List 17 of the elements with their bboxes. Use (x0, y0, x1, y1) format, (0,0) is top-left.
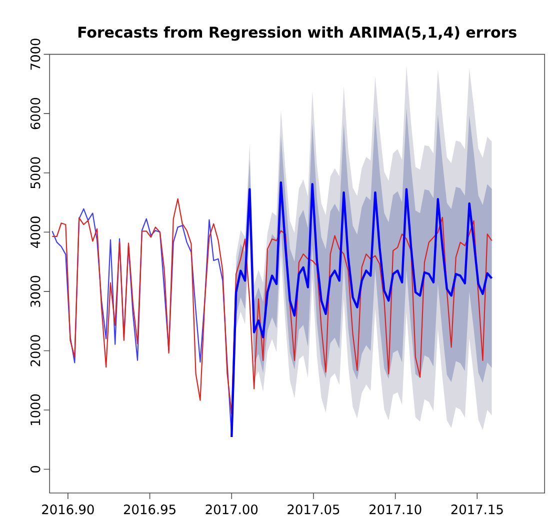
x-tick-label: 2017.05 (288, 504, 340, 514)
x-tick-label: 2016.90 (42, 504, 94, 514)
y-tick-label: 2000 (30, 335, 40, 366)
line-series (230, 181, 493, 438)
y-tick-label: 0 (30, 466, 40, 473)
y-tick-label: 3000 (30, 276, 40, 307)
y-tick-label: 4000 (30, 216, 40, 248)
x-tick-label: 2017.10 (370, 504, 422, 514)
x-tick-label: 2017.00 (206, 504, 258, 514)
line-series (52, 198, 492, 414)
x-tick-label: 2016.95 (124, 504, 176, 514)
x-tick-label: 2017.15 (451, 504, 503, 514)
y-tick-label: 5000 (30, 157, 40, 188)
chart-title: Forecasts from Regression with ARIMA(5,1,4) errors (78, 26, 516, 41)
y-tick-label: 1000 (30, 394, 40, 426)
y-tick-label: 6000 (30, 98, 40, 130)
y-tick-label: 7000 (30, 38, 40, 70)
